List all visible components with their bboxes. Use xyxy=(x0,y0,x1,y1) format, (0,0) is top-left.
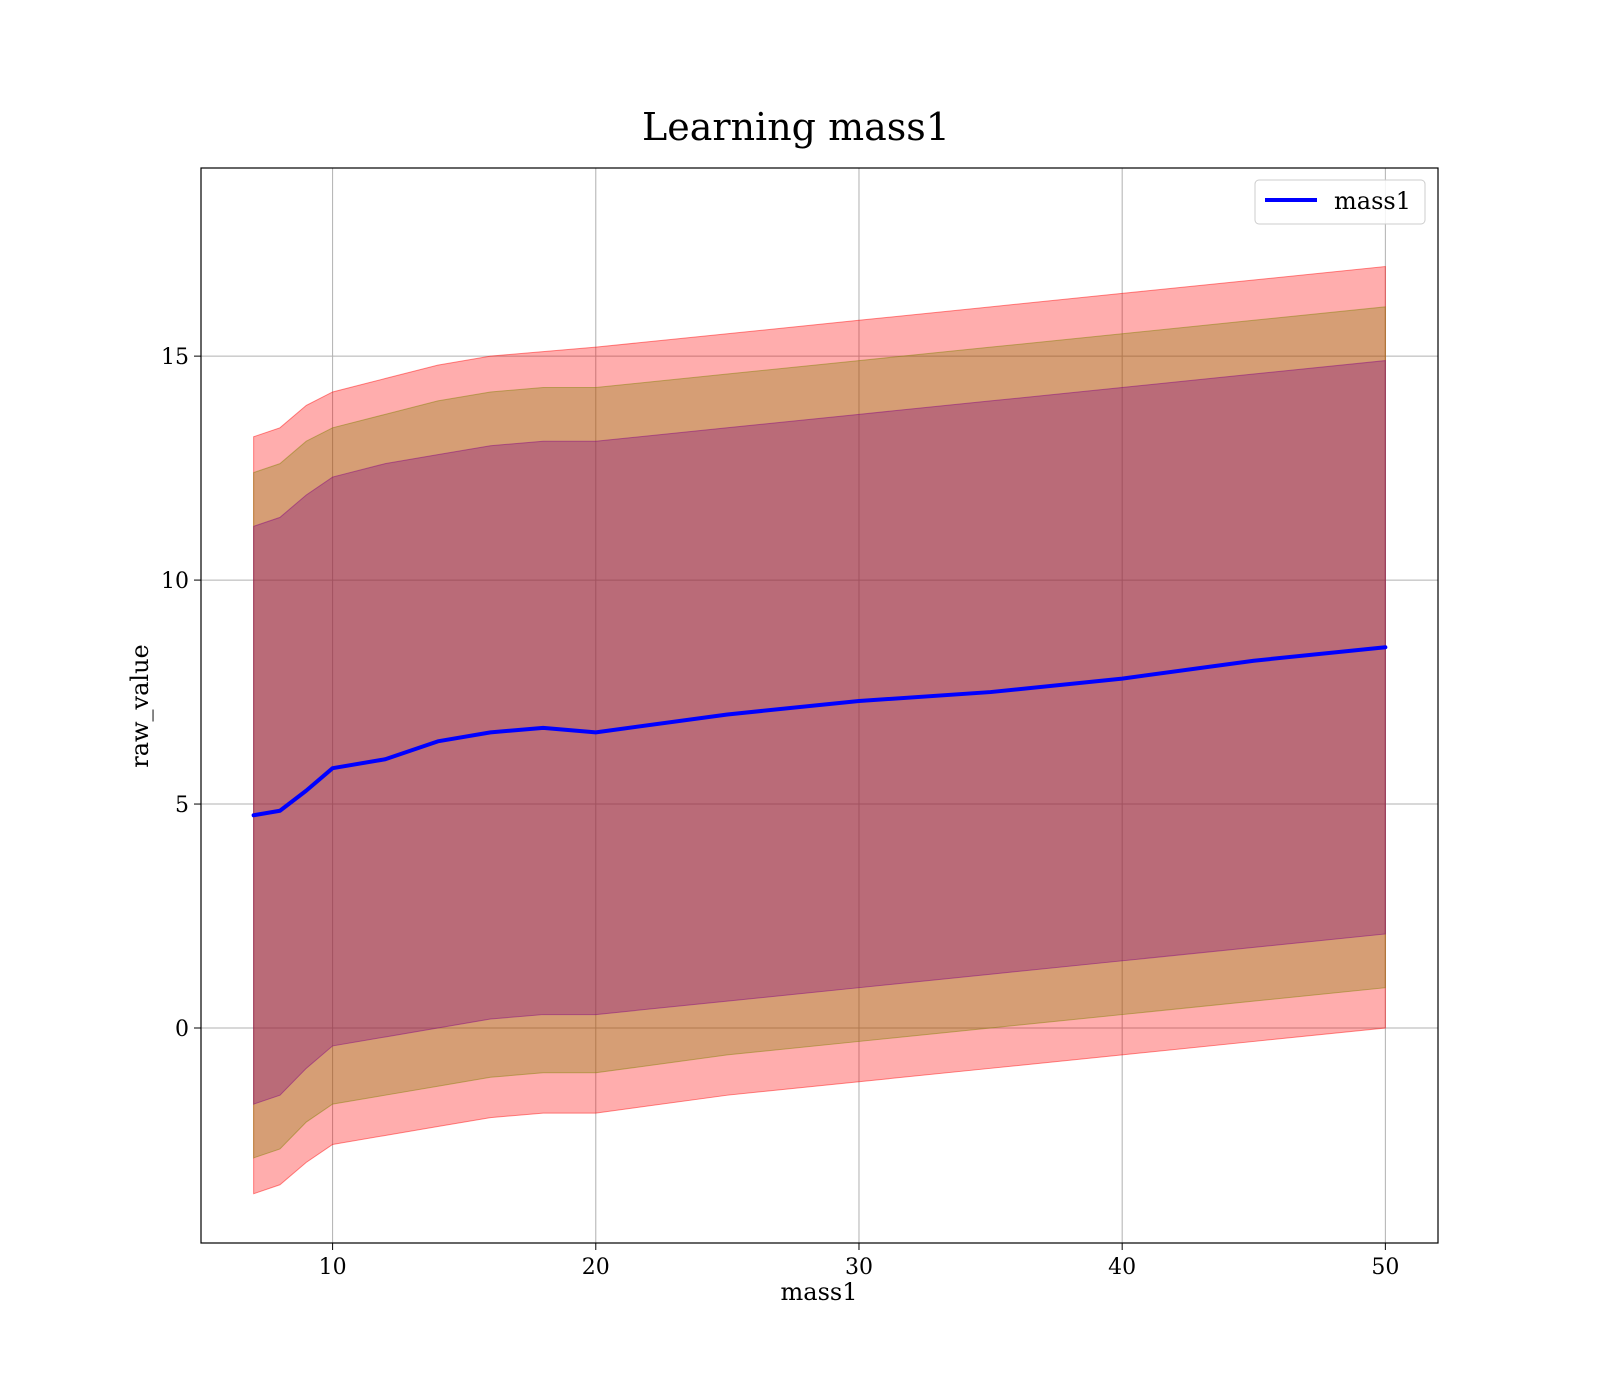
y-tick-label: 5 xyxy=(175,793,189,818)
y-tick-label: 0 xyxy=(175,1017,189,1042)
chart-title: Learning mass1 xyxy=(642,105,950,149)
y-tick-label: 15 xyxy=(161,345,189,370)
series-line-mass1 xyxy=(251,645,1388,818)
x-tick-label: 10 xyxy=(319,1255,347,1280)
x-axis-ticks: 10 20 30 40 50 xyxy=(319,1243,1399,1280)
band-3 xyxy=(253,360,1386,1105)
plot-area-frame xyxy=(200,167,1439,1244)
y-axis-label: raw_value xyxy=(126,644,154,768)
x-tick-label: 20 xyxy=(582,1255,610,1280)
legend: mass1 xyxy=(1254,179,1426,225)
grid xyxy=(201,168,1438,1243)
y-tick-label: 10 xyxy=(161,569,189,594)
band-2 xyxy=(253,306,1386,1159)
band-1 xyxy=(253,265,1386,1195)
legend-box xyxy=(1254,179,1426,225)
x-tick-label: 40 xyxy=(1108,1255,1136,1280)
x-tick-label: 50 xyxy=(1371,1255,1399,1280)
confidence-bands xyxy=(253,265,1386,1195)
x-tick-label: 30 xyxy=(845,1255,873,1280)
y-axis-ticks: 0 5 10 15 xyxy=(161,345,201,1042)
x-axis-label: mass1 xyxy=(781,1278,858,1306)
series-lines xyxy=(251,645,1388,818)
legend-label-mass1: mass1 xyxy=(1334,187,1411,215)
